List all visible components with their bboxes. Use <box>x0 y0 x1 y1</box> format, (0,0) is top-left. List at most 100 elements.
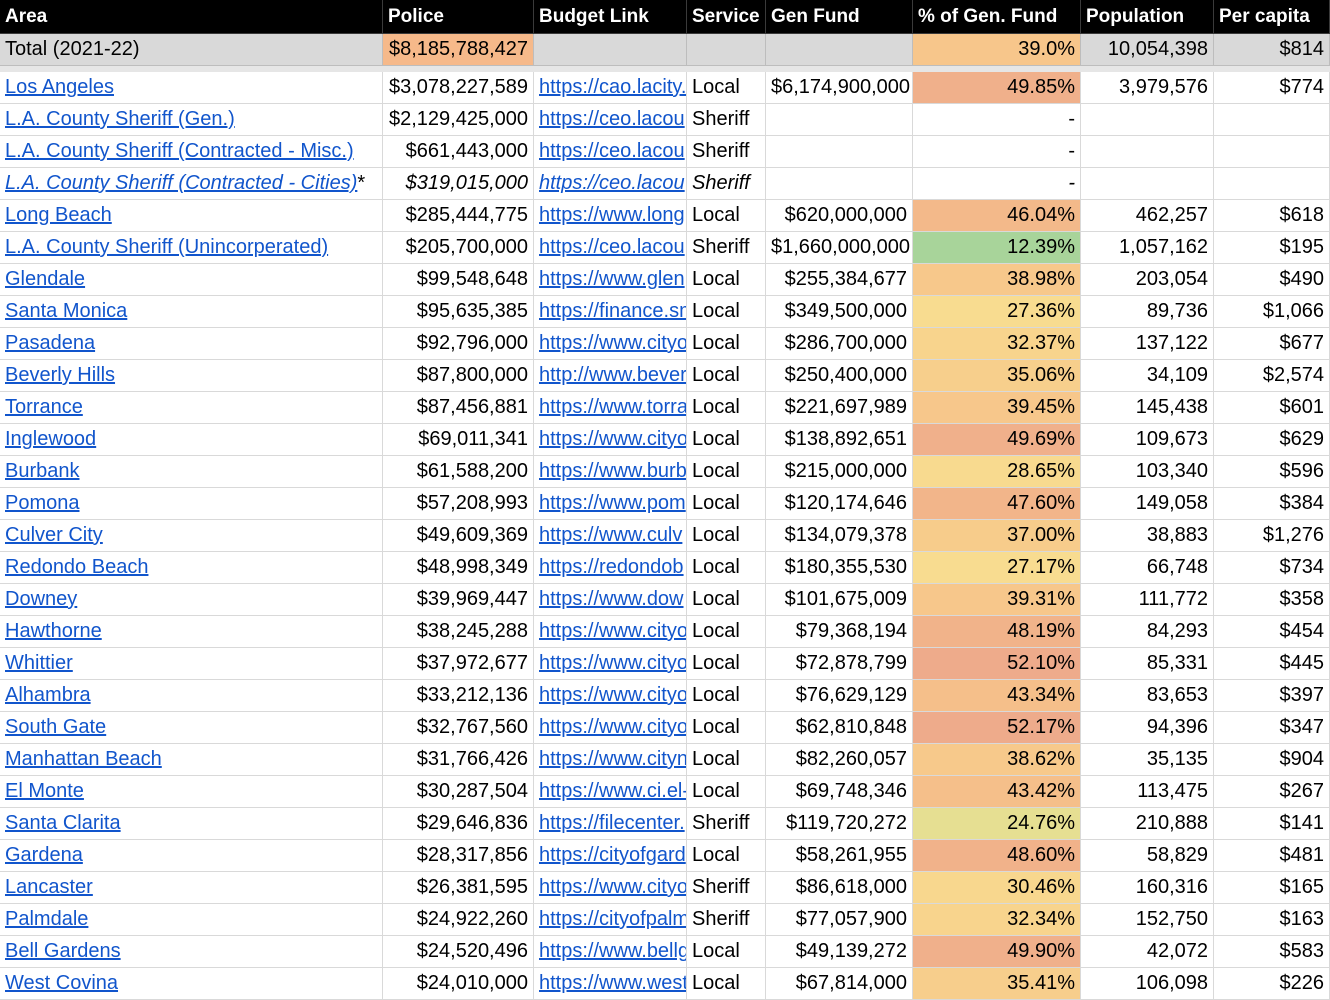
cell-police[interactable]: $24,520,496 <box>383 936 534 968</box>
area-link[interactable]: Beverly Hills <box>5 364 116 386</box>
cell-pct-gen-fund[interactable]: 30.46% <box>913 872 1081 904</box>
cell-gen-fund[interactable]: $120,174,646 <box>766 488 913 520</box>
cell-pct-gen-fund[interactable]: 38.98% <box>913 264 1081 296</box>
cell-pct-gen-fund[interactable]: 39.45% <box>913 392 1081 424</box>
cell-service[interactable]: Local <box>687 968 766 1000</box>
cell-police[interactable]: $24,922,260 <box>383 904 534 936</box>
cell-pct-gen-fund[interactable]: 32.37% <box>913 328 1081 360</box>
header-cell-police[interactable]: Police <box>383 0 534 34</box>
cell-population[interactable]: 3,979,576 <box>1081 72 1214 104</box>
cell-budget-link[interactable]: https://www.cityo <box>534 616 687 648</box>
cell-budget-link[interactable]: https://www.cityo <box>534 328 687 360</box>
area-link[interactable]: Long Beach <box>5 204 112 226</box>
area-link[interactable]: Hawthorne <box>5 620 102 642</box>
cell-gen-fund[interactable]: $286,700,000 <box>766 328 913 360</box>
cell-police[interactable]: $285,444,775 <box>383 200 534 232</box>
budget-url-link[interactable]: https://finance.sm <box>539 300 687 322</box>
cell-gen-fund[interactable]: $86,618,000 <box>766 872 913 904</box>
cell-area[interactable]: Santa Clarita <box>0 808 383 840</box>
cell-budget-link[interactable]: https://www.long <box>534 200 687 232</box>
cell-per-capita[interactable]: $629 <box>1214 424 1330 456</box>
cell-population[interactable]: 35,135 <box>1081 744 1214 776</box>
cell-gen-fund[interactable]: $82,260,057 <box>766 744 913 776</box>
cell-population[interactable]: 113,475 <box>1081 776 1214 808</box>
cell-gen-fund[interactable] <box>766 104 913 136</box>
cell-police[interactable]: $39,969,447 <box>383 584 534 616</box>
total-cell-service[interactable] <box>687 34 766 66</box>
area-link[interactable]: El Monte <box>5 780 84 802</box>
cell-service[interactable]: Local <box>687 744 766 776</box>
budget-url-link[interactable]: https://www.cityo <box>539 332 687 354</box>
budget-url-link[interactable]: https://www.long <box>539 204 685 226</box>
cell-police[interactable]: $92,796,000 <box>383 328 534 360</box>
area-link[interactable]: L.A. County Sheriff (Contracted - Cities… <box>5 172 358 194</box>
budget-url-link[interactable]: http://www.bever <box>539 364 687 386</box>
area-link[interactable]: Palmdale <box>5 908 89 930</box>
area-link[interactable]: Burbank <box>5 460 80 482</box>
header-cell-service[interactable]: Service <box>687 0 766 34</box>
cell-service[interactable]: Local <box>687 520 766 552</box>
cell-population[interactable]: 152,750 <box>1081 904 1214 936</box>
cell-service[interactable]: Local <box>687 296 766 328</box>
budget-url-link[interactable]: https://www.burb <box>539 460 687 482</box>
header-cell-area[interactable]: Area <box>0 0 383 34</box>
cell-area[interactable]: West Covina <box>0 968 383 1000</box>
area-link[interactable]: Santa Monica <box>5 300 128 322</box>
cell-per-capita[interactable]: $596 <box>1214 456 1330 488</box>
cell-service[interactable]: Local <box>687 424 766 456</box>
cell-population[interactable] <box>1081 136 1214 168</box>
cell-budget-link[interactable]: https://ceo.lacou <box>534 136 687 168</box>
cell-police[interactable]: $661,443,000 <box>383 136 534 168</box>
cell-area[interactable]: Inglewood <box>0 424 383 456</box>
cell-budget-link[interactable]: https://filecenter. <box>534 808 687 840</box>
total-cell-budget-link[interactable] <box>534 34 687 66</box>
cell-police[interactable]: $33,212,136 <box>383 680 534 712</box>
cell-budget-link[interactable]: https://redondob <box>534 552 687 584</box>
cell-per-capita[interactable]: $445 <box>1214 648 1330 680</box>
cell-service[interactable]: Local <box>687 776 766 808</box>
cell-budget-link[interactable]: https://www.torra <box>534 392 687 424</box>
cell-population[interactable]: 160,316 <box>1081 872 1214 904</box>
cell-area[interactable]: Bell Gardens <box>0 936 383 968</box>
cell-service[interactable]: Local <box>687 936 766 968</box>
cell-area[interactable]: Downey <box>0 584 383 616</box>
area-link[interactable]: Los Angeles <box>5 76 114 98</box>
cell-population[interactable]: 106,098 <box>1081 968 1214 1000</box>
cell-per-capita[interactable]: $358 <box>1214 584 1330 616</box>
cell-area[interactable]: L.A. County Sheriff (Contracted - Misc.) <box>0 136 383 168</box>
cell-police[interactable]: $26,381,595 <box>383 872 534 904</box>
cell-service[interactable]: Local <box>687 392 766 424</box>
cell-population[interactable]: 111,772 <box>1081 584 1214 616</box>
cell-budget-link[interactable]: https://www.glen <box>534 264 687 296</box>
cell-per-capita[interactable]: $601 <box>1214 392 1330 424</box>
cell-service[interactable]: Local <box>687 264 766 296</box>
cell-pct-gen-fund[interactable]: 49.85% <box>913 72 1081 104</box>
cell-per-capita[interactable]: $618 <box>1214 200 1330 232</box>
cell-population[interactable]: 42,072 <box>1081 936 1214 968</box>
cell-police[interactable]: $87,800,000 <box>383 360 534 392</box>
cell-pct-gen-fund[interactable]: 52.10% <box>913 648 1081 680</box>
cell-service[interactable]: Local <box>687 200 766 232</box>
cell-service[interactable]: Local <box>687 72 766 104</box>
cell-pct-gen-fund[interactable]: 48.19% <box>913 616 1081 648</box>
area-link[interactable]: Culver City <box>5 524 103 546</box>
budget-url-link[interactable]: https://www.cityo <box>539 876 687 898</box>
cell-service[interactable]: Sheriff <box>687 136 766 168</box>
cell-population[interactable]: 38,883 <box>1081 520 1214 552</box>
cell-police[interactable]: $99,548,648 <box>383 264 534 296</box>
budget-url-link[interactable]: https://www.dow <box>539 588 684 610</box>
total-cell-police[interactable]: $8,185,788,427 <box>383 34 534 66</box>
budget-url-link[interactable]: https://ceo.lacou <box>539 140 685 162</box>
cell-service[interactable]: Local <box>687 552 766 584</box>
cell-area[interactable]: Beverly Hills <box>0 360 383 392</box>
cell-police[interactable]: $69,011,341 <box>383 424 534 456</box>
cell-budget-link[interactable]: https://www.cityo <box>534 424 687 456</box>
cell-area[interactable]: Burbank <box>0 456 383 488</box>
cell-area[interactable]: Gardena <box>0 840 383 872</box>
cell-per-capita[interactable]: $481 <box>1214 840 1330 872</box>
cell-per-capita[interactable] <box>1214 136 1330 168</box>
cell-police[interactable]: $57,208,993 <box>383 488 534 520</box>
cell-pct-gen-fund[interactable]: 43.34% <box>913 680 1081 712</box>
area-link[interactable]: Redondo Beach <box>5 556 149 578</box>
cell-gen-fund[interactable]: $255,384,677 <box>766 264 913 296</box>
